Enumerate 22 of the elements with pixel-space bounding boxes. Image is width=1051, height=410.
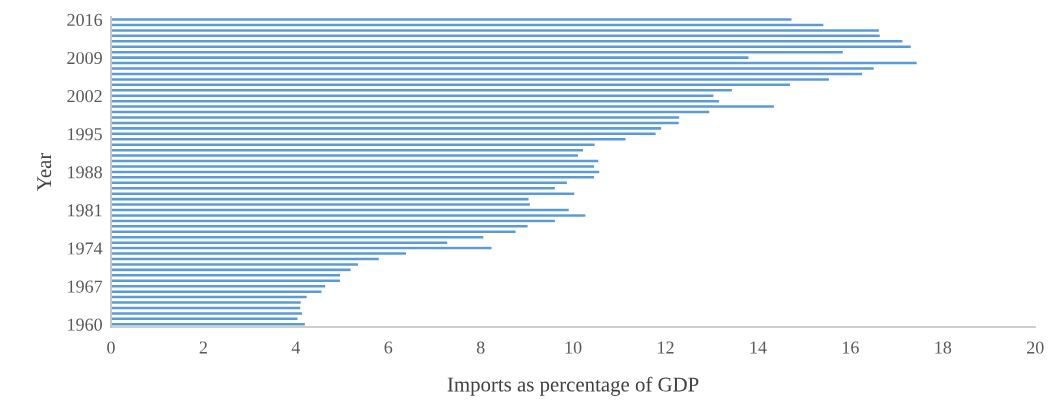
x-tick-label: 12 [658,341,674,354]
x-tick-label: 0 [107,341,115,354]
x-tick-label: 6 [384,341,393,354]
y-tick-label: 1967 [68,280,103,293]
x-tick-label: 14 [750,341,767,354]
x-tick-label: 16 [842,341,859,354]
x-tick-label: 8 [476,341,485,354]
x-tick-label: 2 [199,341,207,354]
x-tick-label: 18 [935,341,952,354]
x-tick-label: 20 [1027,341,1044,354]
x-axis-title: Imports as percentage of GDP [447,376,699,396]
y-axis-title: Year [37,152,52,191]
y-tick-label: 1981 [68,204,102,217]
y-tick-label: 1960 [68,318,102,331]
x-tick-label: 10 [565,341,582,354]
y-tick-label: 1995 [68,128,102,141]
x-tick-label: 4 [291,341,301,354]
y-tick-label: 2009 [67,51,102,65]
y-tick-label: 1988 [68,166,102,179]
y-tick-label: 1974 [68,242,103,255]
y-tick-label: 2016 [67,13,103,26]
y-tick-label: 2002 [67,89,102,103]
